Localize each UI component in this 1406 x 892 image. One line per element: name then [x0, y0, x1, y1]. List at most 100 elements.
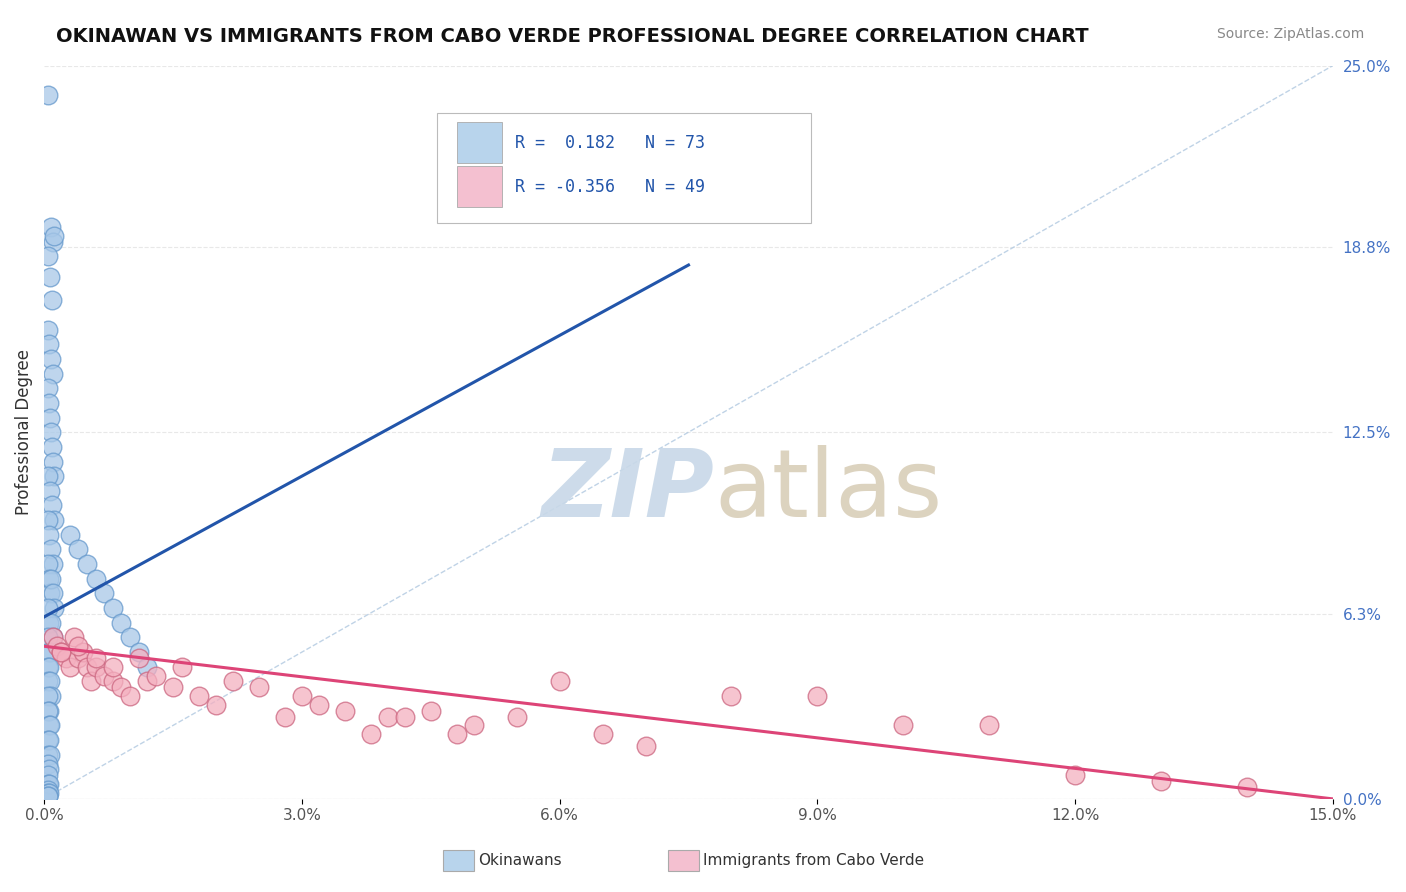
Point	[118, 689, 141, 703]
Point	[37, 756, 59, 771]
Point	[41, 293, 63, 308]
Point	[51, 645, 73, 659]
Point	[187, 689, 209, 703]
Point	[1150, 774, 1173, 789]
Point	[37, 513, 59, 527]
Point	[37, 789, 59, 803]
Point	[93, 668, 115, 682]
Point	[37, 789, 59, 803]
Point	[39, 572, 62, 586]
Point	[39, 615, 62, 630]
Point	[463, 718, 485, 732]
Point	[720, 689, 742, 703]
Point	[39, 269, 62, 284]
Point	[205, 698, 228, 712]
Point	[118, 631, 141, 645]
Point	[41, 631, 63, 645]
Point	[39, 645, 62, 659]
Point	[67, 651, 90, 665]
Point	[37, 777, 59, 791]
Point	[39, 425, 62, 440]
Point	[41, 367, 63, 381]
Point	[39, 689, 62, 703]
Point	[377, 709, 399, 723]
Point	[38, 528, 60, 542]
Point	[44, 601, 66, 615]
Point	[38, 763, 60, 777]
Point	[110, 615, 132, 630]
Point	[72, 645, 94, 659]
Point	[128, 645, 150, 659]
FancyBboxPatch shape	[437, 113, 811, 223]
Point	[101, 674, 124, 689]
Point	[38, 733, 60, 747]
Point	[162, 681, 184, 695]
Text: atlas: atlas	[714, 445, 942, 537]
Point	[806, 689, 828, 703]
Point	[37, 689, 59, 703]
FancyBboxPatch shape	[457, 122, 502, 162]
Point	[39, 718, 62, 732]
Point	[41, 631, 63, 645]
Point	[308, 698, 330, 712]
Point	[333, 704, 356, 718]
Text: R = -0.356   N = 49: R = -0.356 N = 49	[515, 178, 704, 195]
Point	[222, 674, 245, 689]
Point	[38, 615, 60, 630]
Point	[37, 87, 59, 102]
Point	[37, 660, 59, 674]
Point	[44, 228, 66, 243]
Point	[38, 786, 60, 800]
Point	[38, 718, 60, 732]
Text: R =  0.182   N = 73: R = 0.182 N = 73	[515, 134, 704, 152]
Point	[63, 631, 86, 645]
Point	[548, 674, 571, 689]
Point	[1236, 780, 1258, 794]
Point	[38, 572, 60, 586]
Y-axis label: Professional Degree: Professional Degree	[15, 349, 32, 516]
Point	[41, 557, 63, 571]
Point	[84, 572, 107, 586]
Point	[37, 786, 59, 800]
Point	[44, 469, 66, 483]
Point	[39, 586, 62, 600]
Point	[41, 235, 63, 249]
Point	[41, 440, 63, 454]
Point	[37, 631, 59, 645]
Point	[67, 542, 90, 557]
Point	[51, 645, 73, 659]
Point	[76, 660, 98, 674]
Point	[93, 586, 115, 600]
Point	[41, 586, 63, 600]
Point	[59, 528, 82, 542]
Point	[273, 709, 295, 723]
Point	[37, 381, 59, 395]
Point	[136, 674, 159, 689]
Point	[46, 640, 69, 654]
Point	[37, 733, 59, 747]
Point	[76, 557, 98, 571]
Point	[38, 704, 60, 718]
Point	[145, 668, 167, 682]
FancyBboxPatch shape	[457, 167, 502, 207]
Point	[37, 469, 59, 483]
Point	[37, 322, 59, 336]
Point	[84, 651, 107, 665]
Point	[37, 249, 59, 263]
Point	[39, 410, 62, 425]
Text: ZIP: ZIP	[541, 445, 714, 537]
Point	[419, 704, 441, 718]
Point	[55, 651, 77, 665]
Point	[38, 660, 60, 674]
Point	[291, 689, 314, 703]
Point	[360, 727, 382, 741]
Point	[37, 601, 59, 615]
Point	[38, 645, 60, 659]
Text: Immigrants from Cabo Verde: Immigrants from Cabo Verde	[703, 854, 924, 868]
Point	[505, 709, 527, 723]
Point	[37, 704, 59, 718]
Point	[128, 651, 150, 665]
Point	[592, 727, 614, 741]
Point	[110, 681, 132, 695]
Point	[979, 718, 1001, 732]
